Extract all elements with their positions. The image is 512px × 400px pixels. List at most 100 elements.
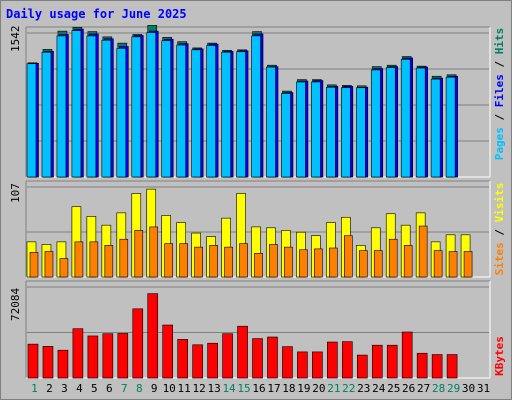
pages-bar: [445, 76, 456, 178]
sites-bar: [388, 238, 398, 278]
sites-bar: [164, 243, 174, 278]
day-label: 17: [267, 382, 280, 395]
legend-top-text: Pages / Files / Hits: [493, 28, 506, 161]
kbytes-bar: [282, 346, 293, 379]
kbytes-bar: [147, 293, 159, 379]
sites-bar: [254, 252, 263, 278]
sites-bar: [269, 244, 278, 278]
sites-bar: [299, 249, 308, 278]
sites-bar: [74, 241, 84, 278]
pages-bar: [161, 40, 172, 178]
kbytes-bar: [312, 351, 323, 379]
day-label: 28: [432, 382, 445, 395]
kbytes-panel: [25, 280, 491, 379]
sites-bar: [344, 235, 353, 278]
day-label: 14: [222, 382, 236, 395]
sites-bar: [239, 243, 248, 278]
hits-files-pages-panel: [25, 25, 491, 178]
sites-bar: [104, 245, 114, 278]
pages-bar: [71, 30, 82, 178]
pages-bar: [176, 44, 186, 178]
kbytes-bar: [132, 308, 144, 379]
top-legend: Pages / Files / Hits: [493, 28, 506, 161]
sites-bar: [403, 245, 413, 278]
sites-bar: [314, 248, 323, 278]
sites-bar: [448, 251, 458, 278]
middle-legend: Sites / Visits: [493, 183, 506, 276]
sites-bar: [358, 250, 368, 278]
day-label: 13: [207, 382, 220, 395]
sites-bar: [194, 246, 203, 278]
kbytes-bar: [267, 336, 278, 379]
pages-bar: [370, 69, 381, 178]
day-axis-labels: 1 2 3 4 5 6 7 8 9 10 11 12 13 14 15 16 17 18 19 20 21 22 23 24 2…: [31, 382, 490, 395]
day-label: 19: [297, 382, 310, 395]
pages-bar: [131, 36, 142, 178]
sites-bar: [134, 230, 144, 278]
pages-bar: [311, 81, 321, 178]
kbytes-bar: [27, 343, 39, 379]
day-label: 6: [106, 382, 113, 395]
kbytes-bar: [207, 342, 218, 379]
pages-bar: [400, 59, 411, 178]
kbytes-bar: [446, 354, 458, 379]
day-label: 29: [447, 382, 460, 395]
pages-bar: [355, 87, 366, 178]
top-y-max-label: 1542: [9, 26, 22, 53]
legend-sites: Sites: [493, 242, 506, 275]
pages-bar: [266, 66, 276, 178]
pages-bar: [236, 51, 246, 178]
pages-bar: [56, 35, 67, 178]
middle-y-max-label: 107: [9, 183, 22, 203]
day-label: 26: [402, 382, 415, 395]
pages-bar: [86, 35, 97, 178]
day-label: 30: [462, 382, 475, 395]
pages-bar: [385, 67, 396, 178]
pages-bar: [221, 51, 231, 178]
sites-bar: [329, 247, 338, 278]
kbytes-bar: [431, 354, 443, 379]
chart-title: Daily usage for June 2025: [6, 7, 187, 21]
day-label: 20: [312, 382, 325, 395]
day-label: 27: [417, 382, 430, 395]
kbytes-bar: [87, 335, 99, 379]
legend-mid-text: Sites / Visits: [493, 183, 506, 276]
day-label: 15: [237, 382, 250, 395]
day-label: 4: [76, 382, 83, 395]
day-label: 31: [477, 382, 490, 395]
pages-bar: [251, 35, 261, 178]
day-label: 16: [252, 382, 265, 395]
pages-bar: [146, 32, 157, 178]
day-label: 18: [282, 382, 295, 395]
sites-bar: [89, 241, 99, 278]
pages-bar: [101, 39, 112, 178]
pages-bar: [191, 49, 201, 178]
pages-bar: [41, 51, 52, 178]
day-label: 2: [46, 382, 53, 395]
visits-sites-panel: [25, 180, 491, 278]
sites-bar: [463, 251, 473, 278]
kbytes-bar: [371, 344, 383, 379]
kbytes-bar: [401, 331, 413, 379]
day-label: 10: [163, 382, 176, 395]
kbytes-bar: [327, 341, 338, 379]
bottom-y-max-label: 72084: [9, 288, 22, 321]
pages-bar: [26, 63, 37, 178]
kbytes-bar: [192, 344, 203, 379]
kbytes-bar: [117, 333, 129, 379]
kbytes-bar: [72, 328, 84, 379]
sites-bar: [119, 238, 129, 278]
day-label: 3: [61, 382, 68, 395]
kbytes-bar: [342, 341, 353, 379]
kbytes-bar: [177, 339, 188, 379]
legend-bot-text: KBytes: [493, 336, 506, 376]
pages-bar: [430, 78, 441, 178]
pages-bar: [415, 67, 426, 178]
day-label: 22: [342, 382, 355, 395]
legend-pages: Pages: [493, 127, 506, 160]
sites-bar: [418, 225, 428, 278]
sites-bar: [284, 246, 293, 278]
sites-bar: [179, 243, 188, 278]
kbytes-bar: [252, 338, 263, 379]
